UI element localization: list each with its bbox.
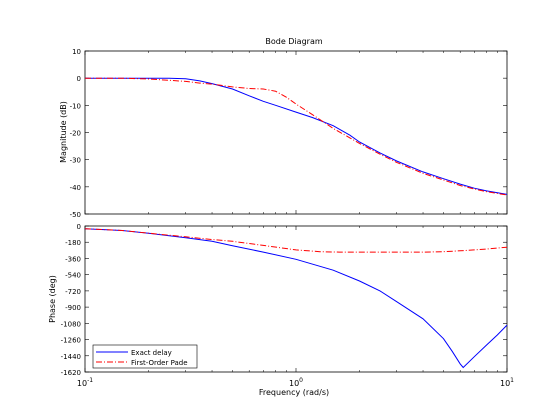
y-tick-label: -540 xyxy=(65,272,81,280)
x-tick-exponent: -1 xyxy=(87,377,93,384)
chart-title: Bode Diagram xyxy=(265,37,322,46)
y-tick-label: -40 xyxy=(70,184,81,192)
y-tick-label: -30 xyxy=(70,157,81,165)
x-tick-exponent: 1 xyxy=(510,377,514,384)
magnitude-panel: -50 -40 -30 -20 -10 0 10 Bode Diagram Magnitud… xyxy=(59,37,508,219)
y-tick-label: 0 xyxy=(77,223,81,231)
y-tick-label: -1260 xyxy=(61,337,81,345)
x-tick-label: 10-1 xyxy=(77,377,93,388)
series-line-first-order-pade xyxy=(85,77,508,196)
y-tick-label: -10 xyxy=(70,102,81,110)
x-tick-label: 101 xyxy=(500,377,514,388)
phase-lines xyxy=(84,228,508,369)
series-line-exact-delay xyxy=(85,77,508,195)
legend-label-pade: First-Order Pade xyxy=(131,359,188,367)
legend-label-exact-delay: Exact delay xyxy=(131,349,172,357)
legend: Exact delay First-Order Pade xyxy=(92,344,198,369)
y-tick-label: -360 xyxy=(65,255,81,263)
y-tick-label: -50 xyxy=(70,211,81,219)
x-tick-label: 100 xyxy=(289,377,303,388)
magnitude-ylabel: Magnitude (dB) xyxy=(59,101,68,163)
magnitude-y-ticks: -50 -40 -30 -20 -10 0 10 xyxy=(70,48,508,219)
phase-y-ticks: 0 -180 -360 -540 -720 -900 -1080 -1260 -1440 -162… xyxy=(61,223,508,377)
magnitude-lines xyxy=(85,77,508,196)
y-tick-label: 0 xyxy=(77,75,81,83)
y-tick-label: -1080 xyxy=(61,320,81,328)
y-tick-label: -720 xyxy=(65,288,81,296)
x-axis-label: Frequency (rad/s) xyxy=(259,388,329,397)
y-tick-label: -900 xyxy=(65,304,81,312)
y-tick-label: -1440 xyxy=(61,353,81,361)
x-ticks: 10-1 100 101 xyxy=(77,377,514,388)
y-tick-label: -20 xyxy=(70,130,81,138)
y-tick-label: -1620 xyxy=(61,369,81,377)
magnitude-axes-box xyxy=(84,50,508,215)
series-line-first-order-pade xyxy=(84,228,508,253)
phase-panel: 0 -180 -360 -540 -720 -900 -1080 -1260 -1440 -162… xyxy=(48,223,514,397)
phase-ylabel: Phase (deg) xyxy=(48,275,57,323)
y-tick-label: 10 xyxy=(72,48,81,56)
y-tick-label: -180 xyxy=(65,239,81,247)
series-line-exact-delay xyxy=(84,228,508,369)
x-tick-exponent: 0 xyxy=(299,377,303,384)
